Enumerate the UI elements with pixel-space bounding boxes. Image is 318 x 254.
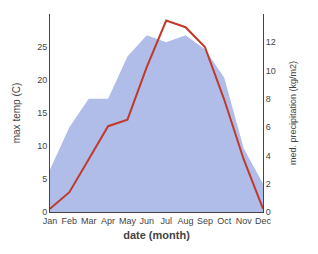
svg-text:0: 0 [42,207,47,217]
svg-text:8: 8 [266,94,271,104]
svg-text:10: 10 [37,141,47,151]
svg-text:date (month): date (month) [123,229,190,241]
svg-text:max temp (C): max temp (C) [11,83,22,144]
svg-text:12: 12 [266,37,276,47]
svg-text:10: 10 [266,66,276,76]
svg-text:Jun: Jun [140,216,155,226]
svg-text:Oct: Oct [217,216,232,226]
svg-text:5: 5 [42,174,47,184]
svg-text:Aug: Aug [178,216,194,226]
svg-text:May: May [119,216,137,226]
svg-text:4: 4 [266,151,271,161]
svg-text:Apr: Apr [101,216,115,226]
svg-text:2: 2 [266,179,271,189]
svg-text:6: 6 [266,122,271,132]
svg-text:Jul: Jul [160,216,172,226]
svg-text:Nov: Nov [236,216,253,226]
svg-text:Dec: Dec [255,216,272,226]
svg-text:20: 20 [37,75,47,85]
svg-text:25: 25 [37,42,47,52]
svg-text:Sep: Sep [197,216,213,226]
svg-text:med. precipitation (kg/m2): med. precipitation (kg/m2) [288,61,298,165]
svg-text:15: 15 [37,108,47,118]
svg-text:Mar: Mar [81,216,97,226]
svg-text:Jan: Jan [43,216,58,226]
svg-text:Feb: Feb [62,216,78,226]
svg-text:0: 0 [266,207,271,217]
